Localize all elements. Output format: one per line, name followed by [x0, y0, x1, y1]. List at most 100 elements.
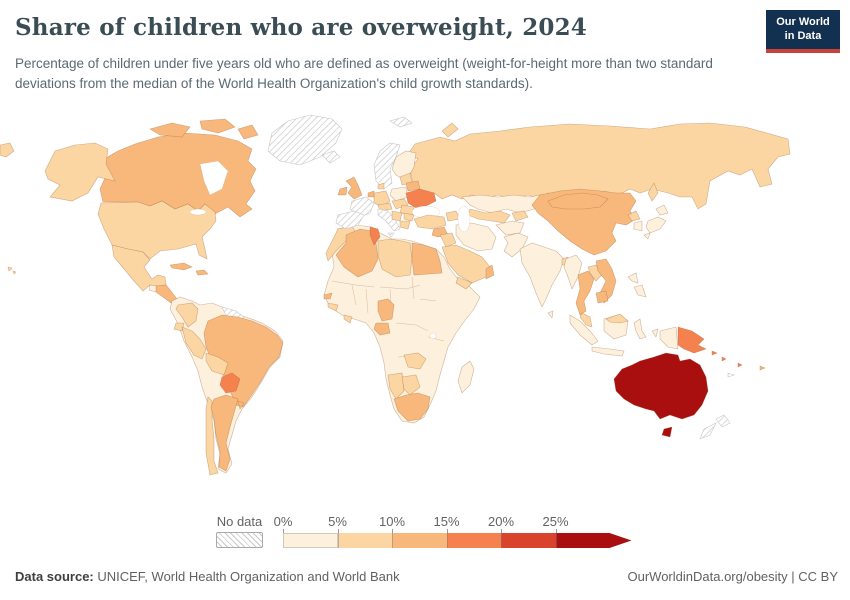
- country-alaska[interactable]: [44, 142, 116, 202]
- country-uk[interactable]: [345, 176, 363, 200]
- country-greece[interactable]: [399, 220, 411, 230]
- country-egypt[interactable]: [411, 242, 443, 276]
- country-iceland[interactable]: [321, 150, 341, 164]
- country-canada-arctic-1[interactable]: [149, 122, 191, 138]
- country-peru[interactable]: [181, 326, 207, 360]
- country-madagascar[interactable]: [457, 360, 475, 394]
- country-poland[interactable]: [389, 186, 409, 202]
- country-botswana[interactable]: [401, 374, 421, 396]
- legend-bin-10-15%[interactable]: [392, 533, 447, 548]
- country-south-korea[interactable]: [633, 220, 643, 232]
- country-tasmania[interactable]: [661, 426, 673, 438]
- country-denmark[interactable]: [377, 182, 385, 190]
- country-hispaniola[interactable]: [195, 269, 209, 276]
- country-myanmar[interactable]: [563, 254, 583, 290]
- legend-bin-20-25%[interactable]: [501, 533, 556, 548]
- country-colombia[interactable]: [175, 302, 199, 328]
- legend-bin-0-5%[interactable]: [283, 533, 338, 548]
- country-sulawesi[interactable]: [633, 318, 647, 340]
- owid-logo[interactable]: Our World in Data: [766, 10, 840, 53]
- country-iraq[interactable]: [439, 232, 457, 248]
- caspian-sea: [457, 205, 471, 233]
- country-thailand[interactable]: [575, 270, 595, 316]
- license-link[interactable]: OurWorldinData.org/obesity | CC BY: [627, 569, 839, 584]
- country-mongolia[interactable]: [547, 192, 609, 210]
- country-argentina[interactable]: [210, 394, 239, 472]
- country-kyrgyz-tajik[interactable]: [511, 210, 529, 222]
- country-java[interactable]: [591, 346, 625, 357]
- country-balkans[interactable]: [391, 210, 403, 222]
- country-greenland[interactable]: [267, 114, 343, 166]
- country-oman[interactable]: [485, 264, 495, 280]
- country-russia[interactable]: [407, 122, 791, 210]
- country-fiji[interactable]: [759, 365, 766, 371]
- country-pakistan[interactable]: [503, 232, 529, 258]
- country-cambodia[interactable]: [595, 290, 609, 304]
- country-italy[interactable]: [377, 208, 401, 232]
- country-svalbard[interactable]: [389, 116, 413, 128]
- legend-bin->25%[interactable]: [555, 533, 632, 548]
- country-sri-lanka[interactable]: [547, 310, 554, 319]
- country-namibia[interactable]: [387, 372, 405, 400]
- country-hawaii[interactable]: [7, 266, 17, 275]
- legend-tick-label: 15%: [433, 514, 460, 529]
- country-papua-indonesia[interactable]: [659, 326, 679, 350]
- country-zambia[interactable]: [403, 352, 427, 370]
- country-north-korea[interactable]: [627, 210, 641, 222]
- country-norway-sweden[interactable]: [373, 142, 401, 190]
- country-canada-arctic-3[interactable]: [237, 124, 259, 140]
- country-benelux[interactable]: [367, 190, 375, 198]
- legend-bin-5-10%[interactable]: [337, 533, 392, 548]
- country-gabon[interactable]: [373, 322, 391, 336]
- country-bolivia[interactable]: [205, 352, 229, 376]
- country-moluccas[interactable]: [651, 328, 659, 338]
- country-ukraine[interactable]: [405, 188, 437, 210]
- country-malaysia-borneo[interactable]: [605, 313, 629, 324]
- country-south-africa[interactable]: [393, 392, 431, 422]
- country-uruguay[interactable]: [237, 400, 245, 410]
- country-senegal[interactable]: [323, 292, 333, 300]
- country-philippines[interactable]: [627, 272, 647, 298]
- country-japan[interactable]: [643, 204, 669, 240]
- country-ghana[interactable]: [343, 314, 353, 324]
- legend-tick-label: 20%: [487, 514, 515, 529]
- country-paraguay[interactable]: [219, 372, 241, 394]
- country-vanuatu[interactable]: [737, 362, 743, 368]
- country-new-caledonia[interactable]: [727, 372, 735, 378]
- country-malaysia[interactable]: [579, 312, 593, 328]
- legend-bin-15-20%[interactable]: [446, 533, 501, 548]
- country-new-zealand[interactable]: [699, 414, 731, 440]
- legend-segments: [283, 533, 632, 548]
- country-sumatra[interactable]: [569, 314, 599, 346]
- country-bulgaria[interactable]: [403, 212, 415, 222]
- country-sicily[interactable]: [387, 232, 395, 238]
- country-russia-novaya-zemlya[interactable]: [441, 122, 459, 138]
- chart-subtitle: Percentage of children under five years …: [15, 56, 713, 91]
- country-india[interactable]: [519, 242, 565, 308]
- country-iberia[interactable]: [335, 210, 365, 230]
- legend-tick-mark: [283, 529, 284, 533]
- country-canada-arctic-2[interactable]: [199, 118, 236, 134]
- country-mexico[interactable]: [111, 244, 167, 292]
- country-russia-chukotka-sliver[interactable]: [0, 142, 15, 158]
- country-guinea[interactable]: [327, 302, 339, 312]
- country-ireland[interactable]: [337, 186, 348, 196]
- country-australia[interactable]: [613, 352, 709, 420]
- country-laos[interactable]: [587, 264, 603, 282]
- country-turkey[interactable]: [413, 214, 447, 230]
- country-cuba[interactable]: [169, 262, 193, 271]
- country-chile[interactable]: [205, 396, 219, 476]
- country-czech-hungary[interactable]: [391, 198, 409, 210]
- country-libya[interactable]: [377, 238, 413, 278]
- country-yemen[interactable]: [455, 276, 473, 290]
- legend-tick-label: 10%: [378, 514, 406, 529]
- country-tunisia[interactable]: [369, 226, 381, 246]
- country-russia-sakhalin[interactable]: [647, 182, 659, 202]
- country-solomon-islands[interactable]: [711, 350, 727, 362]
- country-algeria[interactable]: [335, 228, 379, 278]
- country-ecuador[interactable]: [173, 322, 185, 332]
- country-papua-new-guinea[interactable]: [677, 326, 707, 354]
- legend-no-data[interactable]: No data: [216, 514, 263, 548]
- country-afghanistan[interactable]: [495, 220, 525, 236]
- country-cameroon[interactable]: [377, 298, 395, 322]
